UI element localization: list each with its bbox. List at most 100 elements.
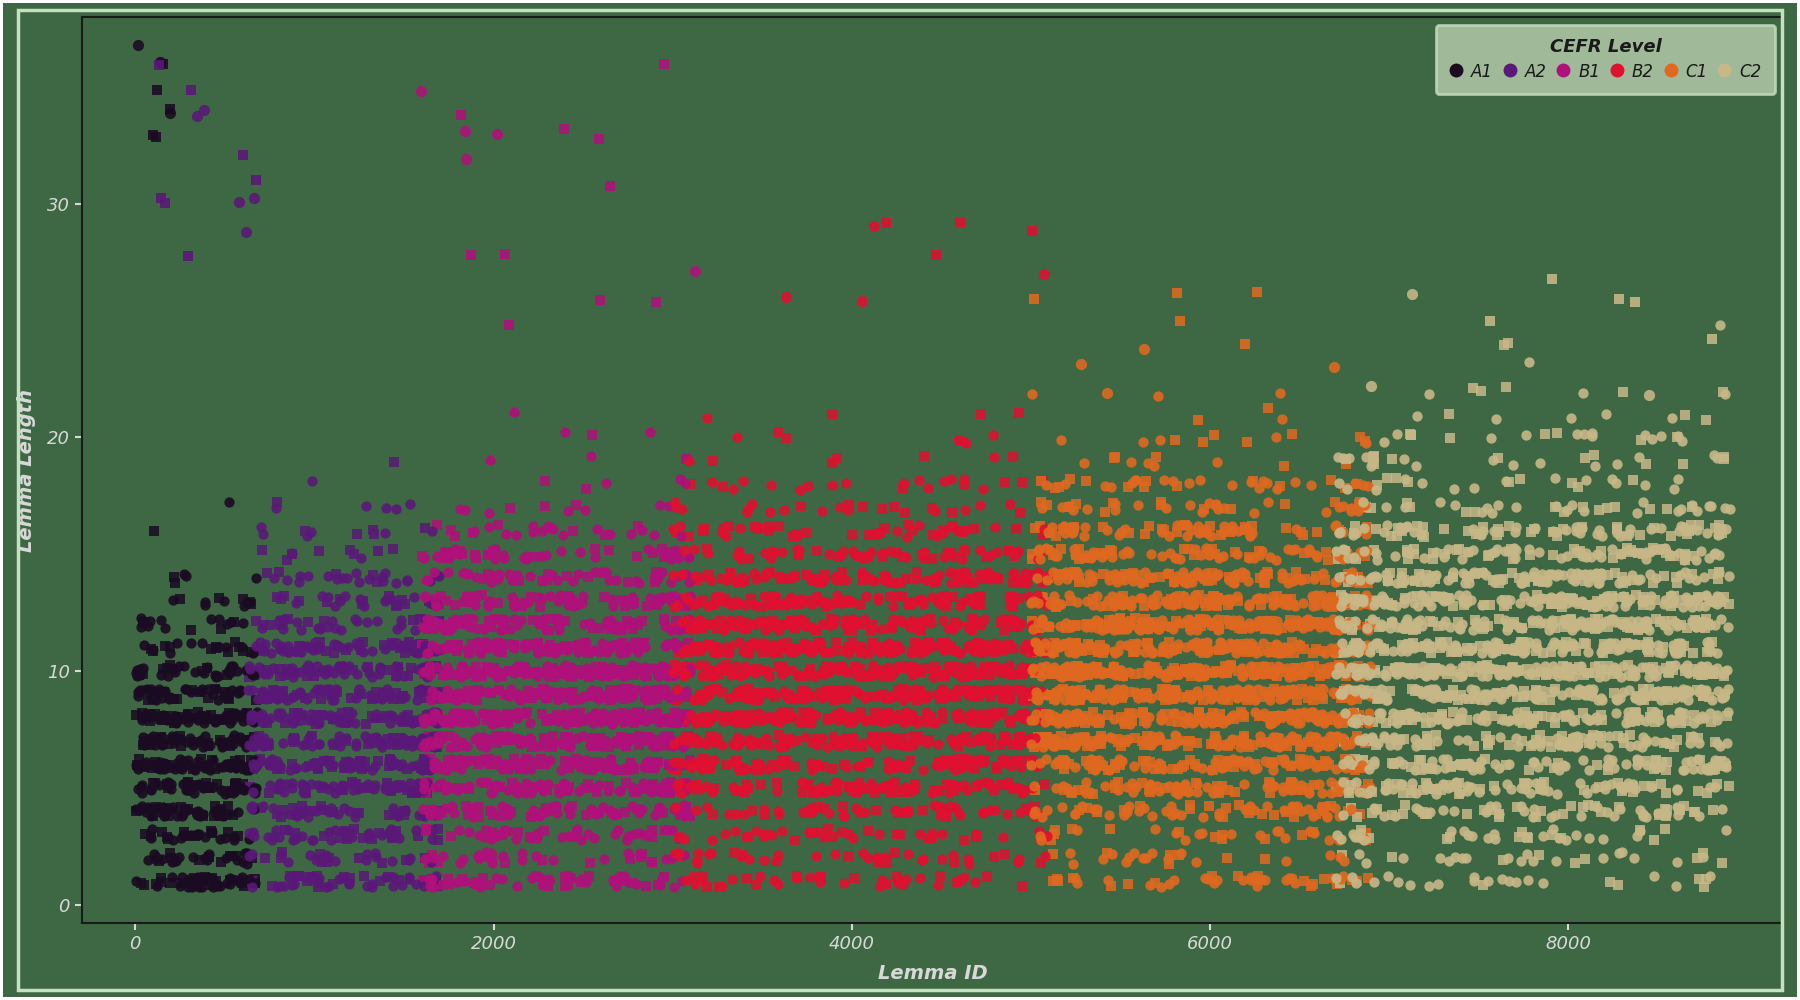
Point [866, 878, 895, 894]
Point [1141, 659, 1170, 675]
Point [1062, 734, 1091, 750]
Point [1580, 618, 1609, 634]
Point [243, 704, 272, 720]
Point [1528, 875, 1557, 891]
Point [1708, 666, 1737, 682]
Point [652, 779, 680, 795]
Point [610, 708, 639, 724]
Point [1690, 662, 1719, 678]
Point [1280, 645, 1309, 661]
Point [1400, 573, 1429, 589]
Point [520, 549, 549, 565]
Point [281, 869, 310, 885]
Point [1303, 616, 1332, 632]
Point [473, 751, 502, 767]
Point [1292, 612, 1321, 628]
Point [1262, 622, 1291, 638]
Point [860, 802, 889, 818]
Point [1708, 525, 1737, 541]
Point [1168, 664, 1197, 680]
Point [441, 611, 470, 627]
Point [697, 756, 725, 772]
Point [1298, 598, 1327, 614]
Point [1557, 635, 1586, 651]
Point [1375, 683, 1404, 699]
Point [889, 692, 918, 708]
Point [1337, 756, 1366, 772]
Point [1620, 704, 1649, 720]
Point [1688, 686, 1717, 702]
Point [320, 665, 349, 681]
Point [725, 520, 754, 536]
Point [965, 706, 994, 722]
Point [1197, 709, 1226, 725]
Point [1130, 574, 1159, 590]
Point [452, 666, 481, 682]
Point [1132, 850, 1161, 866]
Point [704, 642, 733, 658]
Point [376, 782, 405, 798]
Point [194, 871, 223, 887]
Point [1332, 456, 1361, 472]
Point [1435, 572, 1463, 588]
Point [418, 831, 446, 847]
Point [920, 715, 949, 731]
Point [986, 777, 1015, 793]
Point [668, 685, 697, 701]
Point [1015, 731, 1044, 747]
Point [257, 751, 286, 767]
Point [248, 664, 277, 680]
Point [464, 809, 493, 825]
Point [1177, 715, 1206, 731]
Point [432, 711, 461, 727]
Point [432, 618, 461, 634]
Point [326, 830, 355, 846]
Point [283, 760, 311, 776]
Point [403, 828, 432, 844]
Point [1355, 761, 1384, 777]
Point [1339, 597, 1368, 613]
Point [1301, 729, 1330, 745]
Point [299, 642, 328, 658]
Point [1287, 667, 1316, 683]
Point [265, 709, 293, 725]
Point [1053, 661, 1082, 677]
Point [1145, 665, 1174, 681]
Point [1424, 618, 1453, 634]
Point [1663, 781, 1692, 797]
Point [1015, 644, 1044, 660]
Point [1687, 761, 1715, 777]
Point [1231, 336, 1260, 352]
Point [1616, 620, 1645, 636]
Point [1363, 545, 1391, 561]
Point [1040, 756, 1069, 772]
Point [1134, 635, 1163, 651]
Point [1620, 636, 1649, 652]
Point [173, 874, 202, 890]
Point [446, 664, 475, 680]
Point [794, 665, 823, 681]
Point [1004, 405, 1033, 421]
Point [477, 619, 506, 635]
Point [1327, 875, 1355, 891]
Point [1202, 591, 1231, 607]
Point [1521, 667, 1550, 683]
Point [1094, 619, 1123, 635]
Point [398, 715, 427, 731]
Point [1685, 730, 1714, 746]
Point [241, 757, 270, 773]
Point [743, 519, 772, 535]
Point [891, 757, 920, 773]
Point [772, 616, 801, 632]
Point [729, 848, 758, 864]
Point [662, 690, 691, 706]
Point [1548, 662, 1577, 678]
Point [1057, 731, 1085, 747]
Point [1382, 715, 1411, 731]
Point [1319, 611, 1348, 627]
Point [679, 868, 707, 884]
Point [1382, 575, 1411, 591]
Point [1406, 762, 1435, 778]
Point [1217, 682, 1246, 698]
Point [898, 737, 927, 753]
